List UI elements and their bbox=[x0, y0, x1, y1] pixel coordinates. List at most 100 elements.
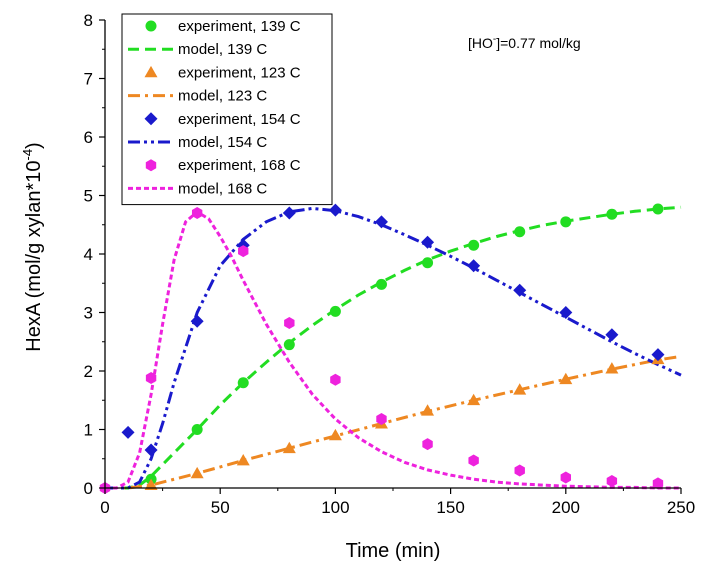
y-tick-label: 5 bbox=[84, 187, 93, 206]
data-point bbox=[238, 245, 249, 258]
legend-marker bbox=[144, 65, 158, 78]
y-tick-label: 4 bbox=[84, 245, 93, 264]
model-line bbox=[105, 210, 681, 490]
data-point bbox=[606, 474, 618, 487]
series-0-points bbox=[145, 203, 664, 485]
data-point bbox=[422, 438, 433, 451]
y-axis-title-sup: -4 bbox=[20, 149, 35, 161]
data-point bbox=[652, 203, 664, 215]
y-tick-label: 7 bbox=[84, 70, 93, 89]
legend-item: experiment, 123 C bbox=[144, 64, 301, 81]
data-point bbox=[513, 283, 527, 297]
data-point bbox=[328, 428, 342, 441]
data-point bbox=[560, 216, 572, 228]
legend-label: model, 123 C bbox=[178, 88, 267, 105]
data-point bbox=[283, 339, 295, 351]
data-point bbox=[560, 471, 571, 484]
annotation-prefix: [HO bbox=[468, 35, 493, 51]
series-2-points bbox=[144, 352, 665, 490]
legend-item: experiment, 154 C bbox=[144, 111, 301, 128]
data-point bbox=[513, 383, 527, 395]
legend-item: model, 168 C bbox=[128, 180, 267, 197]
legend-item: model, 123 C bbox=[128, 88, 267, 105]
data-point bbox=[191, 424, 203, 435]
data-point bbox=[236, 454, 250, 466]
data-point bbox=[468, 239, 480, 251]
data-point bbox=[374, 215, 388, 229]
legend-label: model, 139 C bbox=[178, 41, 267, 58]
data-point bbox=[422, 257, 434, 269]
legend-item: experiment, 139 C bbox=[145, 18, 301, 35]
data-point bbox=[467, 259, 481, 273]
legend-label: experiment, 139 C bbox=[178, 18, 301, 35]
data-point bbox=[605, 328, 619, 342]
data-point bbox=[375, 278, 387, 290]
series-5-line-group bbox=[105, 206, 682, 490]
x-axis-title: Time (min) bbox=[346, 540, 441, 562]
data-point bbox=[468, 454, 479, 467]
legend-marker bbox=[144, 112, 158, 126]
data-point bbox=[282, 441, 296, 454]
annotation-sup: - bbox=[493, 34, 496, 45]
y-tick-label: 0 bbox=[84, 479, 93, 498]
series-1-line-group bbox=[105, 205, 682, 490]
legend-item: model, 139 C bbox=[128, 41, 267, 58]
model-line bbox=[105, 354, 682, 490]
y-axis-title-close: ) bbox=[23, 142, 45, 149]
data-point bbox=[190, 466, 204, 479]
data-point bbox=[514, 226, 526, 238]
annotation-suffix: ]=0.77 mol/kg bbox=[496, 35, 580, 51]
data-point bbox=[467, 393, 481, 406]
data-point bbox=[145, 372, 157, 385]
y-axis-title-main: HexA (mol/g xylan*10 bbox=[23, 161, 45, 352]
y-tick-label: 1 bbox=[84, 421, 93, 440]
data-point bbox=[328, 203, 342, 217]
data-point bbox=[421, 404, 435, 416]
model-line bbox=[105, 206, 682, 490]
legend-item: experiment, 168 C bbox=[145, 157, 301, 174]
data-point bbox=[144, 478, 158, 490]
series-7-line-group bbox=[105, 210, 681, 490]
x-tick-label: 0 bbox=[100, 498, 109, 517]
data-point bbox=[376, 412, 387, 425]
x-tick-label: 150 bbox=[436, 498, 464, 517]
axes: 0 50 100 150 200 250 0 1 2 3 4 5 6 7 8 bbox=[84, 11, 696, 517]
data-point bbox=[329, 305, 341, 317]
y-tick-label: 3 bbox=[84, 304, 93, 323]
x-tick-label: 100 bbox=[321, 498, 349, 517]
legend-label: model, 154 C bbox=[178, 134, 267, 151]
x-tick-label: 200 bbox=[552, 498, 580, 517]
legend-item: model, 154 C bbox=[128, 134, 267, 151]
data-point bbox=[190, 314, 204, 328]
data-point bbox=[282, 206, 296, 220]
x-tick-label: 250 bbox=[667, 498, 695, 517]
data-point bbox=[652, 477, 664, 490]
legend-box bbox=[121, 13, 333, 206]
model-line bbox=[105, 205, 682, 490]
series-layer bbox=[99, 203, 682, 494]
data-point bbox=[237, 377, 249, 389]
series-3-line-group bbox=[105, 354, 682, 490]
legend-label: experiment, 168 C bbox=[178, 157, 301, 174]
data-point bbox=[330, 373, 341, 386]
legend: experiment, 139 C model, 139 C experiment,… bbox=[121, 13, 333, 206]
data-point bbox=[651, 348, 665, 362]
data-point bbox=[606, 208, 618, 220]
data-point bbox=[284, 317, 295, 330]
y-tick-label: 8 bbox=[84, 11, 93, 30]
y-tick-label: 2 bbox=[84, 362, 93, 381]
y-axis-title: HexA (mol/g xylan*10-4) bbox=[20, 142, 45, 351]
data-point bbox=[605, 362, 619, 374]
data-point bbox=[559, 372, 573, 385]
data-point bbox=[514, 464, 525, 477]
data-point bbox=[121, 425, 135, 439]
annotation: [HO-]=0.77 mol/kg bbox=[468, 34, 581, 51]
y-tick-label: 6 bbox=[84, 128, 93, 147]
x-tick-label: 50 bbox=[211, 498, 230, 517]
legend-label: experiment, 123 C bbox=[178, 64, 301, 81]
legend-label: model, 168 C bbox=[178, 180, 267, 197]
legend-label: experiment, 154 C bbox=[178, 111, 301, 128]
data-point bbox=[144, 443, 158, 457]
legend-marker bbox=[145, 159, 157, 172]
